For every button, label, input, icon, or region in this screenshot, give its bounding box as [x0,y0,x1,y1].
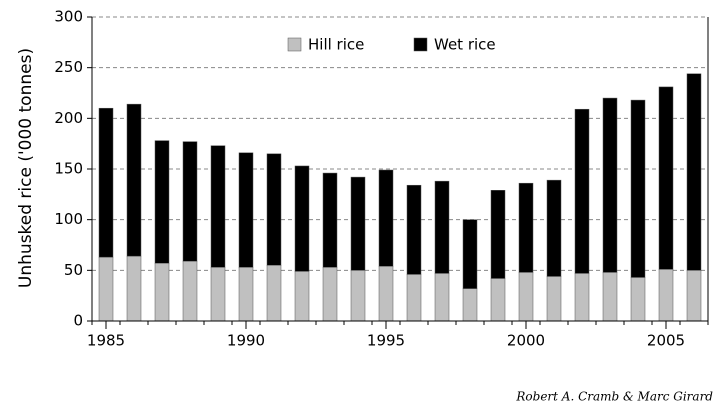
bar-segment [266,153,282,266]
bar-segment [98,107,114,258]
x-tick-label: 1990 [227,332,265,350]
bar-segment [574,273,590,322]
bar-segment [378,266,394,322]
bar-segment [154,140,170,264]
bar-segment [518,272,534,322]
bar-segment [350,270,366,322]
y-tick-label: 250 [54,58,83,76]
bar-segment [462,288,478,322]
bar-segment [238,267,254,322]
bar-segment [322,267,338,322]
bar-segment [294,271,310,322]
bar-segment [210,145,226,268]
y-tick-label: 300 [54,8,83,26]
bar-segment [378,169,394,267]
bar-segment [350,176,366,271]
bar-segment [406,274,422,322]
bar-segment [574,108,590,274]
bar-segment [294,165,310,272]
bar-segment [602,97,618,273]
bar-segment [658,269,674,322]
bar-segment [182,141,198,262]
bar-segment [266,265,282,322]
bar-segment [98,256,114,322]
x-tick-label: 2005 [647,332,685,350]
bar-segment [126,103,142,257]
bar-segment [210,267,226,322]
bar-segment [686,73,702,271]
credit: Robert A. Cramb & Marc Girard [515,390,713,404]
bar-segment [602,272,618,322]
bar-segment [182,260,198,322]
legend-label: Wet rice [434,36,496,54]
bar-segment [630,99,646,278]
x-tick-label: 2000 [507,332,545,350]
bar-segment [154,262,170,322]
x-tick-label: 1985 [87,332,125,350]
bar-segment [546,276,562,322]
y-tick-label: 0 [73,312,83,330]
bar-segment [322,172,338,268]
y-axis-label: Unhusked rice ('000 tonnes) [16,48,36,288]
bar-segment [686,270,702,322]
bar-segment [238,152,254,268]
bar-segment [126,255,142,322]
y-tick-label: 100 [54,210,83,228]
x-tick-label: 1995 [367,332,405,350]
bar-segment [630,277,646,322]
bar-segment [490,278,506,322]
bar-segment [434,180,450,274]
bar-segment [406,184,422,275]
legend-swatch [287,37,302,52]
bar-segment [490,190,506,279]
bar-segment [658,86,674,270]
y-tick-label: 50 [64,261,83,279]
bar-segment [462,219,478,289]
y-tick-label: 200 [54,109,83,127]
bar-segment [434,273,450,322]
legend-swatch [413,37,428,52]
legend-label: Hill rice [308,36,364,54]
bar-segment [546,179,562,277]
bar-segment [518,182,534,273]
y-tick-label: 150 [54,160,83,178]
